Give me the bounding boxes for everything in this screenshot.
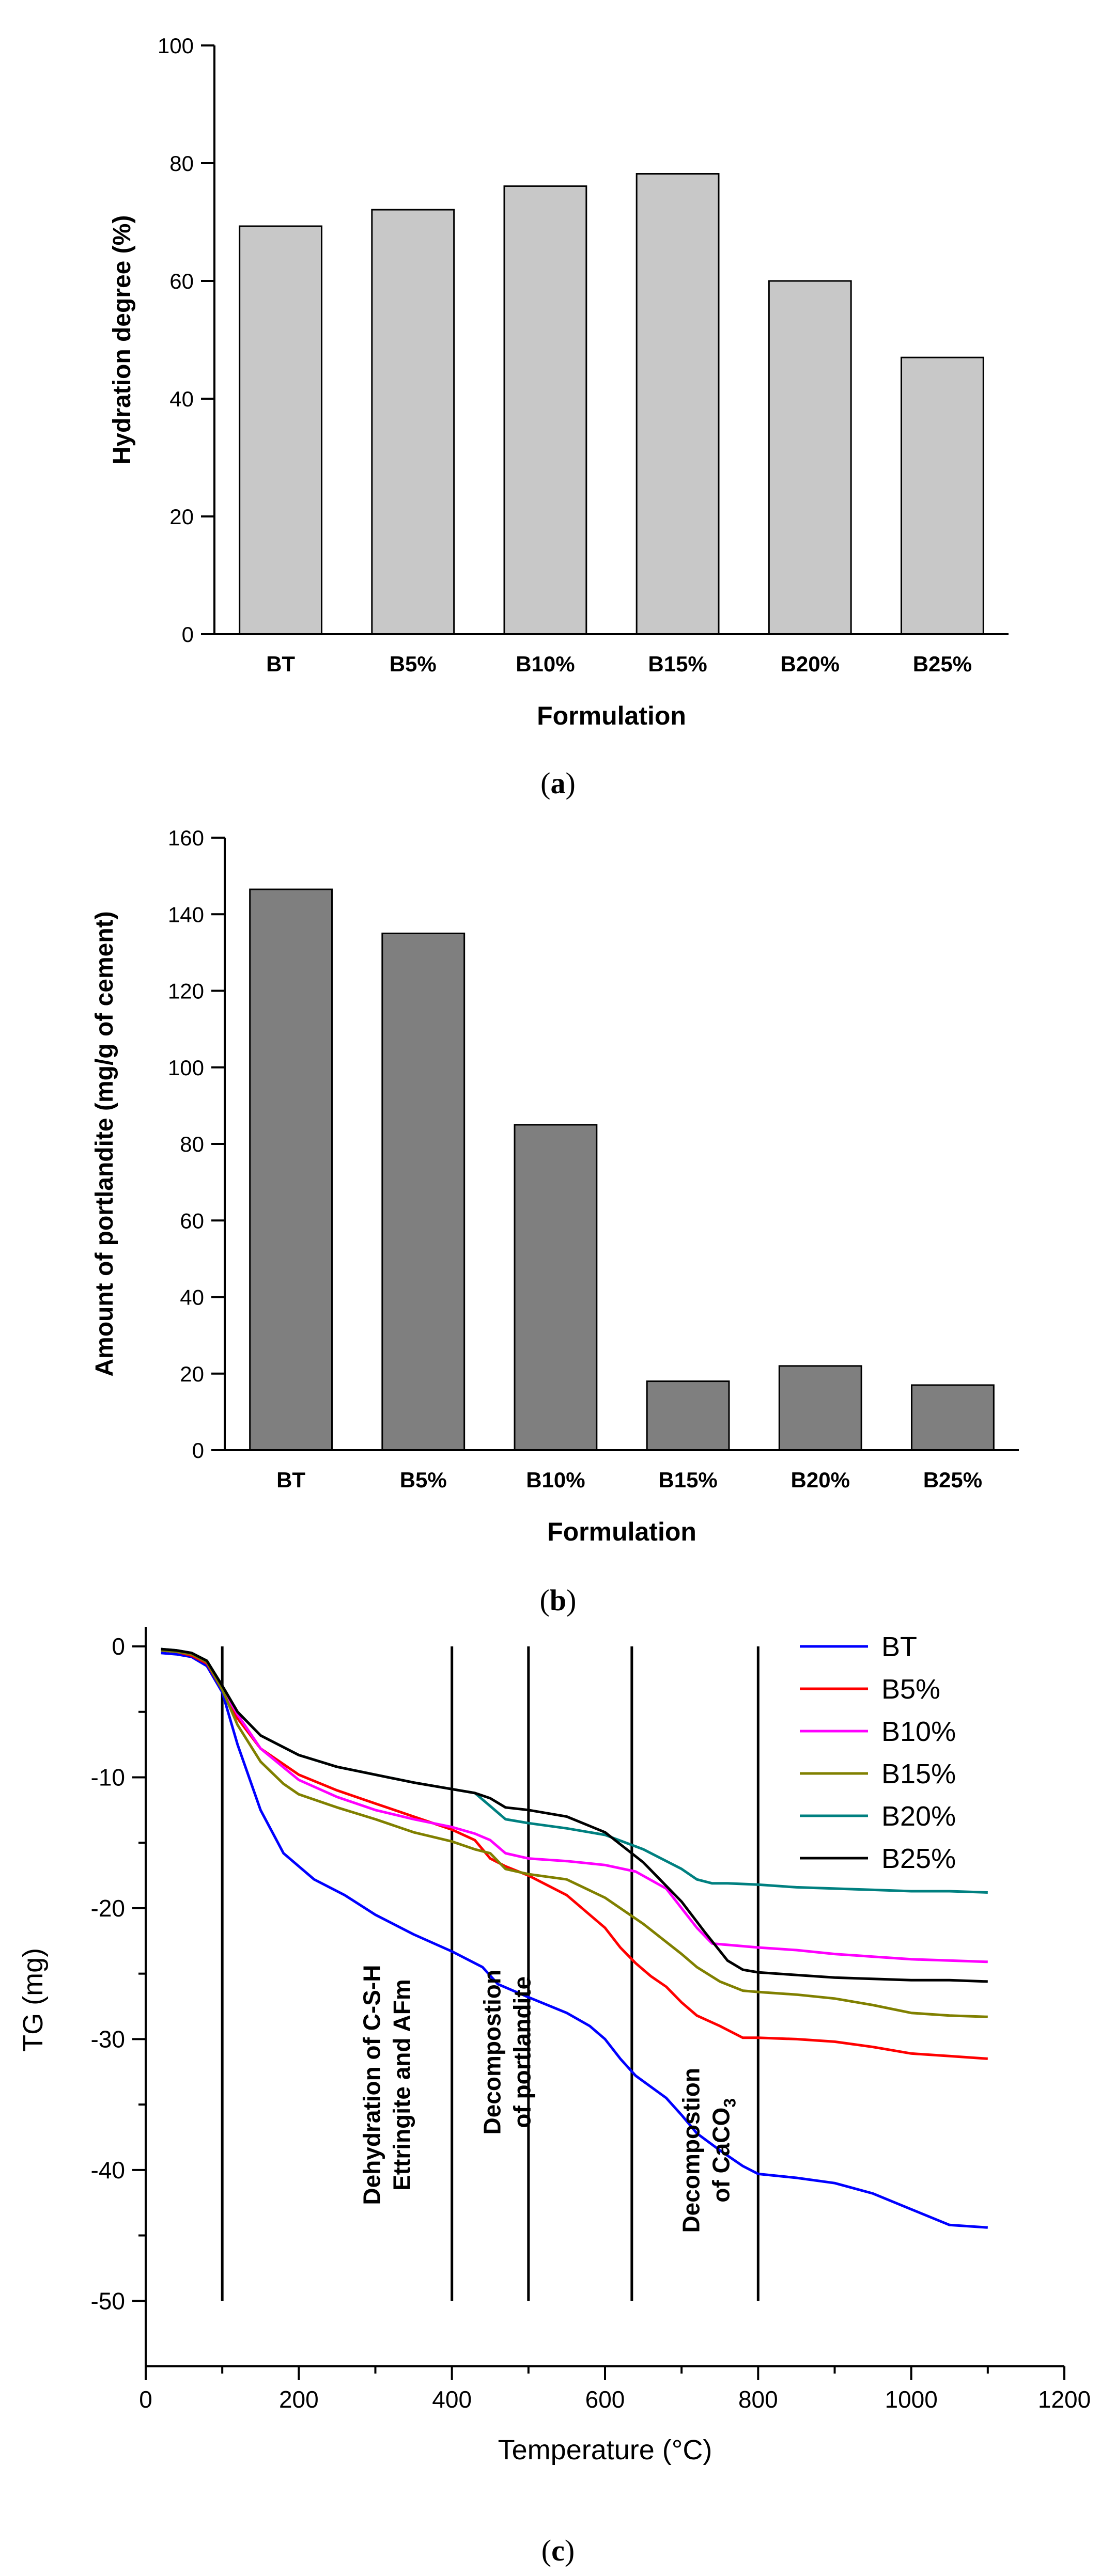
y-tick-label: 0 bbox=[112, 1633, 125, 1660]
y-tick-label: 60 bbox=[169, 269, 194, 293]
y-tick-label: 100 bbox=[158, 34, 194, 58]
region-annotation: Dehydration of C-S-H Ettringite and AFm bbox=[359, 1965, 415, 2205]
y-tick-label: 20 bbox=[169, 505, 194, 529]
x-tick-label: B15% bbox=[648, 652, 707, 676]
panel-label-c: (c) bbox=[541, 2534, 575, 2567]
legend-label: B20% bbox=[881, 1801, 956, 1832]
bar bbox=[646, 1380, 730, 1451]
x-tick-label: BT bbox=[276, 1468, 305, 1492]
x-tick-label: B10% bbox=[526, 1468, 585, 1492]
y-tick-label: 40 bbox=[180, 1285, 204, 1310]
x-tick-label: B5% bbox=[400, 1468, 447, 1492]
annotation-line: Dehydration of C-S-H bbox=[359, 1965, 385, 2205]
x-tick-label: B15% bbox=[658, 1468, 717, 1492]
x-axis-title: Formulation bbox=[537, 701, 686, 730]
x-tick-label: 1200 bbox=[1038, 2386, 1091, 2413]
y-tick-label: 40 bbox=[169, 387, 194, 411]
legend-label: B25% bbox=[881, 1843, 956, 1874]
y-tick-label: 60 bbox=[180, 1208, 204, 1233]
series-line bbox=[161, 1649, 988, 1964]
axes bbox=[213, 45, 1009, 635]
legend-label: BT bbox=[881, 1631, 917, 1662]
y-tick-label: 80 bbox=[180, 1132, 204, 1156]
y-tick-label: -40 bbox=[91, 2157, 125, 2184]
bar bbox=[636, 173, 720, 635]
bar bbox=[381, 932, 466, 1451]
x-tick-label: 200 bbox=[279, 2386, 319, 2413]
annotation-line: Decompostion bbox=[478, 1970, 505, 2134]
bar bbox=[768, 280, 852, 635]
x-tick-label: B25% bbox=[913, 652, 972, 676]
x-tick-label: B10% bbox=[516, 652, 575, 676]
annotation-line: of portlandite bbox=[508, 1976, 535, 2128]
y-axis-title: Amount of portlandite (mg/g of cement) bbox=[91, 911, 118, 1376]
bar bbox=[239, 225, 322, 635]
x-axis-title: Formulation bbox=[547, 1517, 696, 1546]
x-tick-label: 600 bbox=[585, 2386, 625, 2413]
x-axis-title: Temperature (°C) bbox=[498, 2434, 712, 2465]
legend-label: B10% bbox=[881, 1716, 956, 1747]
panel-label-a: (a) bbox=[540, 766, 576, 800]
legend-label: B15% bbox=[881, 1758, 956, 1789]
x-tick-label: BT bbox=[266, 652, 295, 676]
x-tick-label: 1000 bbox=[885, 2386, 937, 2413]
bar bbox=[901, 356, 984, 635]
y-axis-title: Hydration degree (%) bbox=[109, 215, 136, 465]
region-annotation: Decompostion of portlandite bbox=[478, 1970, 535, 2134]
chart-b: 0 20 40 60 80 100 120 140 160 BT B5% B10% B15% B20% B2… bbox=[91, 826, 1019, 1546]
y-tick-label: -30 bbox=[91, 2025, 125, 2052]
y-tick-label: 140 bbox=[168, 902, 204, 926]
x-tick-label: 800 bbox=[738, 2386, 778, 2413]
chart-c: 0 200 400 600 800 1000 1200 -50 -40 -30 -20 -10 0 BT B… bbox=[18, 1627, 1091, 2465]
bar bbox=[249, 888, 333, 1451]
series-line bbox=[161, 1647, 988, 1983]
bar bbox=[778, 1365, 862, 1451]
x-tick-label: B25% bbox=[923, 1468, 982, 1492]
annotation-line: of CaCO3 bbox=[708, 2098, 739, 2203]
y-tick-label: 160 bbox=[168, 826, 204, 850]
annotation-line: Ettringite and AFm bbox=[389, 1979, 415, 2191]
x-tick-label: 0 bbox=[139, 2386, 152, 2413]
y-axis-title: TG (mg) bbox=[18, 1948, 49, 2052]
bar bbox=[911, 1384, 995, 1451]
bar bbox=[371, 209, 455, 635]
annotation-line: Decompostion bbox=[678, 2068, 705, 2233]
bar bbox=[503, 185, 587, 635]
x-tick-label: B20% bbox=[781, 652, 840, 676]
y-tick-label: 120 bbox=[168, 979, 204, 1003]
x-tick-label: 400 bbox=[432, 2386, 472, 2413]
y-tick-label: -50 bbox=[91, 2287, 125, 2314]
chart-a: 0 20 40 60 80 100 BT B5% B10% B15% B20% B25% Formula… bbox=[109, 34, 1009, 730]
y-tick-label: 80 bbox=[169, 151, 194, 176]
y-tick-label: -20 bbox=[91, 1895, 125, 1922]
y-tick-label: -10 bbox=[91, 1764, 125, 1790]
y-tick-label: 0 bbox=[192, 1438, 204, 1463]
axes bbox=[224, 838, 1019, 1451]
x-tick-label: B20% bbox=[791, 1468, 850, 1492]
y-tick-label: 0 bbox=[182, 622, 194, 647]
bar bbox=[514, 1124, 598, 1451]
series-line bbox=[161, 1652, 988, 2229]
panel-label-b: (b) bbox=[540, 1583, 577, 1617]
y-tick-label: 100 bbox=[168, 1056, 204, 1080]
x-tick-label: B5% bbox=[390, 652, 437, 676]
legend-label: B5% bbox=[881, 1674, 940, 1705]
region-annotation: Decompostion of CaCO3 bbox=[678, 2068, 739, 2233]
y-tick-label: 20 bbox=[180, 1362, 204, 1386]
series-line bbox=[161, 1649, 988, 2018]
